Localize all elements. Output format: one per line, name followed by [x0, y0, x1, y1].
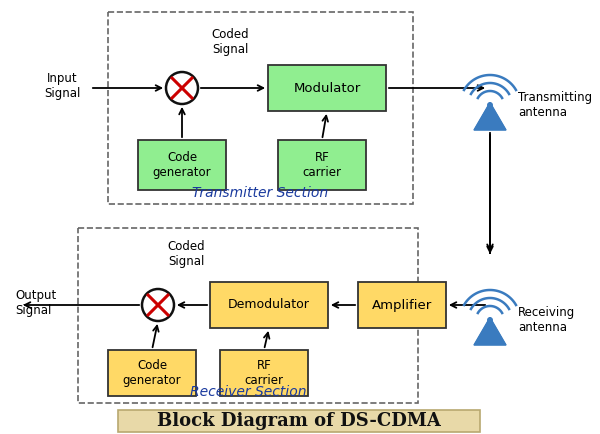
Polygon shape	[474, 318, 506, 345]
Text: Amplifier: Amplifier	[372, 299, 432, 312]
Bar	[108, 12, 413, 204]
Text: Coded
Signal: Coded Signal	[211, 28, 249, 56]
Text: RF
carrier: RF carrier	[302, 151, 341, 179]
Text: Block Diagram of DS-CDMA: Block Diagram of DS-CDMA	[157, 412, 441, 430]
Bar	[220, 350, 308, 396]
Bar	[118, 410, 480, 432]
Text: Output
Signal: Output Signal	[15, 289, 56, 317]
Bar	[138, 140, 226, 190]
Text: Receiver Section: Receiver Section	[190, 385, 306, 399]
Bar	[358, 282, 446, 328]
Text: Demodulator: Demodulator	[228, 299, 310, 312]
Text: Coded
Signal: Coded Signal	[167, 240, 205, 268]
Text: Modulator: Modulator	[293, 82, 361, 95]
Text: Transmitting
antenna: Transmitting antenna	[518, 91, 592, 119]
Bar	[108, 350, 196, 396]
Bar	[78, 228, 418, 403]
Bar	[210, 282, 328, 328]
Circle shape	[488, 318, 492, 322]
Text: Code
generator: Code generator	[152, 151, 211, 179]
Bar	[278, 140, 366, 190]
Text: Input
Signal: Input Signal	[44, 72, 80, 100]
Text: Code
generator: Code generator	[122, 359, 181, 387]
Circle shape	[142, 289, 174, 321]
Text: Transmitter Section: Transmitter Section	[193, 186, 329, 200]
Circle shape	[166, 72, 198, 104]
Circle shape	[488, 103, 492, 107]
Text: RF
carrier: RF carrier	[245, 359, 284, 387]
Text: Receiving
antenna: Receiving antenna	[518, 306, 575, 334]
Polygon shape	[474, 102, 506, 130]
Bar	[268, 65, 386, 111]
